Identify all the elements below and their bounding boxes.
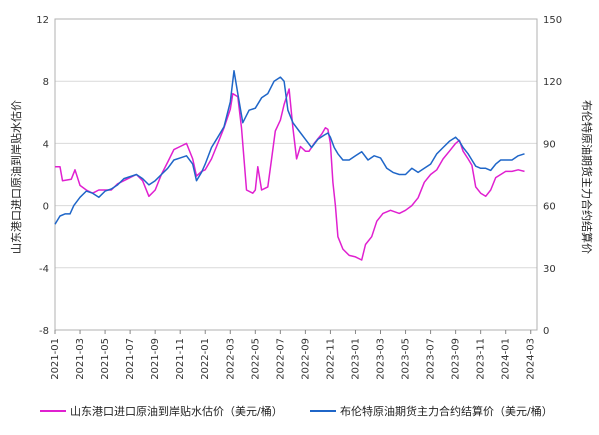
left-axis-tick: -8 xyxy=(39,326,49,337)
x-axis-tick: 2023-07 xyxy=(426,338,437,380)
right-axis-tick: 30 xyxy=(543,264,556,275)
left-axis-tick: 0 xyxy=(43,202,49,213)
x-axis-tick: 2022-01 xyxy=(200,338,211,380)
x-axis-tick: 2023-05 xyxy=(401,338,412,380)
right-axis-tick: 90 xyxy=(543,139,556,150)
left-axis-tick-labels: 12 8 4 0 -4 -8 xyxy=(36,15,49,337)
legend-label-discount: 山东港口进口原油到岸贴水估价（美元/桶） xyxy=(70,404,283,418)
x-axis-tick: 2022-03 xyxy=(225,338,236,380)
x-axis-tick: 2023-03 xyxy=(376,338,387,380)
right-axis-tick: 150 xyxy=(543,15,562,26)
legend-label-brent: 布伦特原油期货主力合约结算价（美元/桶） xyxy=(340,404,553,418)
x-axis-tick: 2023-01 xyxy=(350,338,361,380)
right-axis-tick: 120 xyxy=(543,77,562,88)
x-axis-tick: 2022-11 xyxy=(325,338,336,380)
x-axis-tick: 2021-09 xyxy=(150,338,161,380)
x-axis-tick: 2021-03 xyxy=(75,338,86,380)
left-axis-tick: 12 xyxy=(36,15,49,26)
right-axis-tick: 60 xyxy=(543,202,556,213)
x-axis-tick: 2024-03 xyxy=(526,338,537,380)
left-axis-tick: 8 xyxy=(43,77,49,88)
x-axis-tick: 2021-01 xyxy=(50,338,61,380)
left-axis-tick: -4 xyxy=(39,264,49,275)
series-line-discount xyxy=(55,88,525,261)
x-axis-tick-labels: 2021-01 2021-03 2021-05 2021-07 2021-09 2021-… xyxy=(50,330,537,380)
x-axis-tick: 2024-01 xyxy=(501,338,512,380)
x-axis-tick: 2022-09 xyxy=(300,338,311,380)
right-axis-tick-labels: 150 120 90 60 30 0 xyxy=(543,15,562,337)
x-axis-tick: 2023-09 xyxy=(451,338,462,380)
series-layer xyxy=(54,70,525,261)
x-axis-tick: 2021-07 xyxy=(125,338,136,380)
series-line-brent xyxy=(54,70,525,225)
right-axis-title: 布伦特原油期货主力合约结算价 xyxy=(580,100,594,254)
right-axis-tick: 0 xyxy=(543,326,549,337)
plot-area-frame xyxy=(54,18,538,331)
x-axis-tick: 2022-05 xyxy=(250,338,261,380)
left-axis-tick: 4 xyxy=(43,139,49,150)
x-axis-tick: 2021-05 xyxy=(100,338,111,380)
x-axis-tick: 2021-11 xyxy=(175,338,186,380)
legend: 山东港口进口原油到岸贴水估价（美元/桶） 布伦特原油期货主力合约结算价（美元/桶… xyxy=(40,404,553,418)
x-axis-tick: 2022-07 xyxy=(275,338,286,380)
left-axis-title: 山东港口进口原油到岸贴水估价 xyxy=(9,100,23,254)
x-axis-tick: 2023-11 xyxy=(476,338,487,380)
